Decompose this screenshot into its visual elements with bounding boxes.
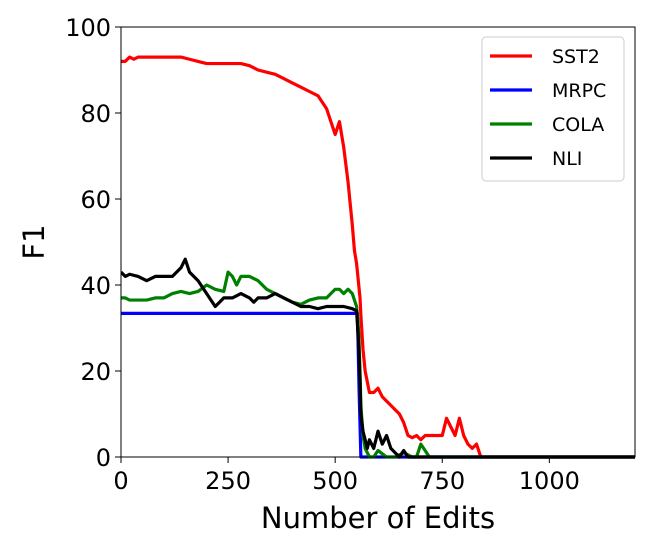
legend-label-cola: COLA — [552, 114, 604, 136]
y-tick-label: 80 — [80, 100, 111, 128]
y-tick-label: 100 — [65, 14, 111, 42]
y-tick-label: 0 — [96, 444, 111, 472]
x-tick-label: 750 — [419, 467, 465, 495]
y-tick-label: 60 — [80, 186, 111, 214]
y-tick-label: 40 — [80, 272, 111, 300]
legend-box — [481, 36, 625, 182]
legend-label-mrpc: MRPC — [552, 80, 606, 102]
x-tick-label: 500 — [312, 467, 358, 495]
x-axis-label: Number of Edits — [261, 501, 495, 535]
series-line-nli — [121, 257, 635, 459]
legend-label-sst2: SST2 — [552, 46, 600, 68]
x-tick-label: 1000 — [519, 467, 580, 495]
x-tick-label: 0 — [113, 467, 128, 495]
plot-frame — [120, 26, 636, 458]
legend-label-nli: NLI — [552, 148, 582, 170]
axes-layer: 0 250 500 750 1000 0 20 40 60 80 100 Number of Edit… — [17, 14, 636, 535]
y-tick-label: 20 — [80, 358, 111, 386]
y-axis-label: F1 — [17, 224, 51, 259]
legend: SST2 MRPC COLA NLI — [481, 36, 625, 182]
x-tick-label: 250 — [205, 467, 251, 495]
series-line-sst2 — [121, 55, 635, 459]
series-line-cola — [121, 270, 635, 459]
